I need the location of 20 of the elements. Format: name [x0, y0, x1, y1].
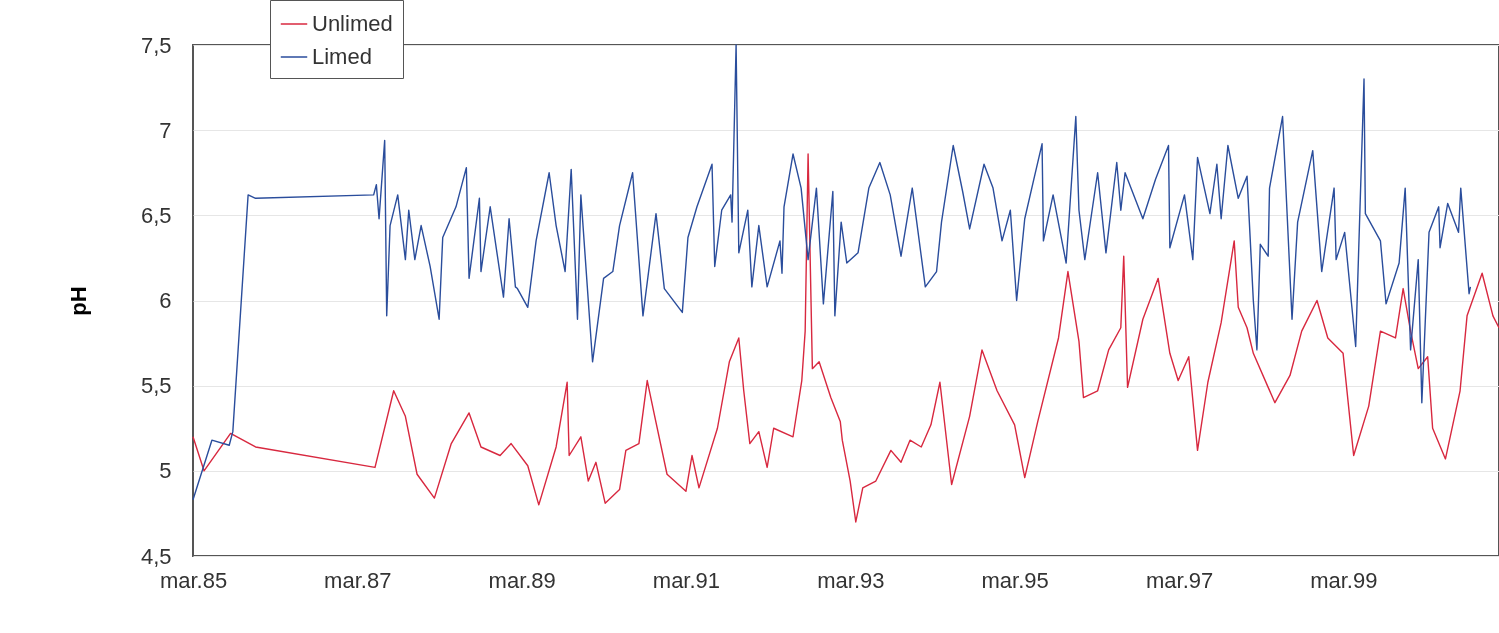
y-tick-label: 7,5 [140, 32, 172, 58]
x-tick-label: mar.91 [652, 567, 721, 593]
y-axis-title: pH [65, 286, 91, 316]
x-tick-label: mar.93 [817, 567, 885, 593]
y-tick-label: 7 [159, 117, 172, 143]
line-series [192, 153, 1499, 523]
x-tick-label: mar.89 [488, 567, 556, 593]
x-tick-label: mar.95 [981, 567, 1049, 593]
x-tick-label: mar.85 [159, 567, 228, 593]
y-tick-label: 5 [159, 458, 172, 484]
y-tick-label: 5,5 [140, 373, 172, 399]
legend-label: Limed [312, 44, 372, 69]
y-tick-label: 4,5 [140, 543, 172, 569]
x-tick-label: mar.97 [1145, 567, 1214, 593]
x-tick-label: mar.87 [324, 567, 392, 593]
legend-label: Unlimed [312, 11, 393, 36]
line-series [192, 44, 1472, 501]
x-tick-label: mar.99 [1310, 567, 1378, 593]
y-tick-label: 6,5 [140, 202, 172, 228]
y-tick-label: 6 [159, 288, 172, 313]
